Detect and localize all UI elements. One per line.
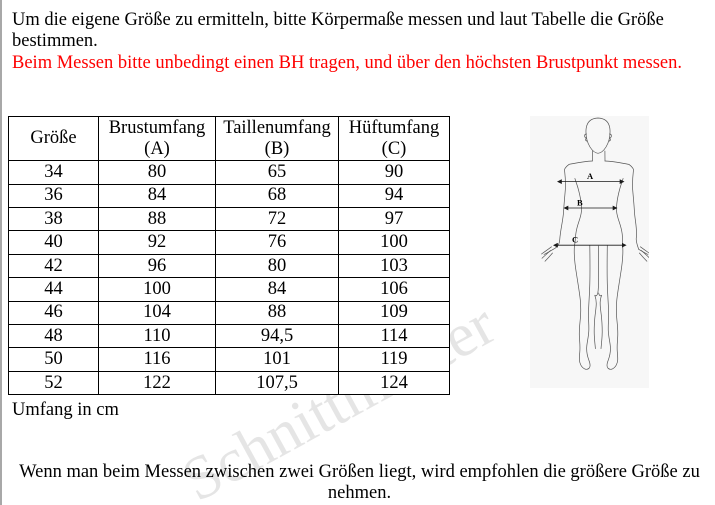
- svg-text:C: C: [572, 235, 578, 245]
- svg-text:B: B: [577, 198, 583, 208]
- svg-text:A: A: [587, 171, 594, 181]
